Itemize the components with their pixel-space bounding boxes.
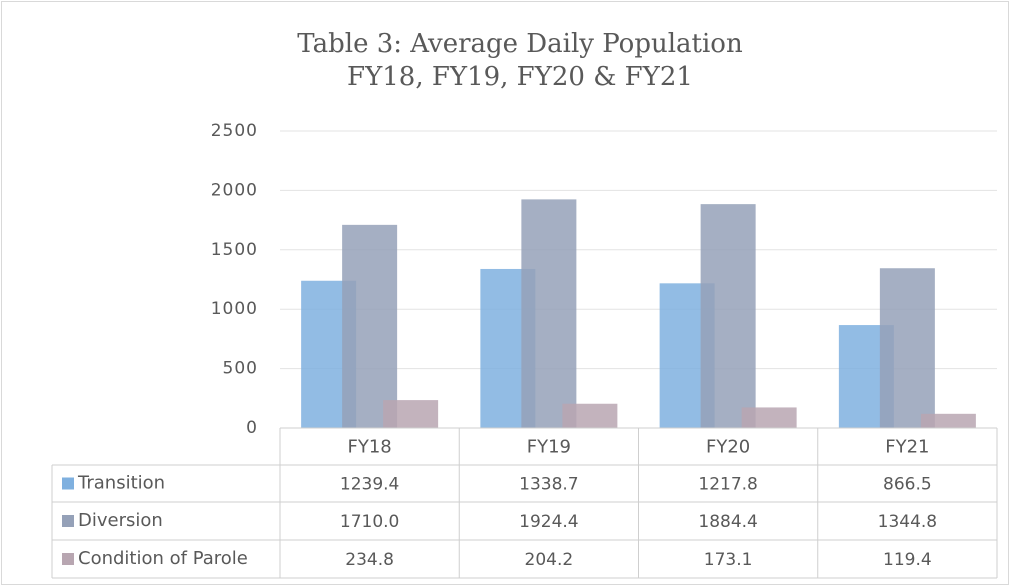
table-value: 1239.4: [340, 475, 399, 495]
bar: [562, 403, 618, 428]
x-tick-label: FY18: [347, 437, 391, 458]
y-tick-label: 500: [223, 359, 258, 379]
x-tick-label: FY21: [885, 437, 929, 458]
y-tick-label: 1000: [211, 299, 258, 319]
x-tick-label: FY19: [527, 437, 571, 458]
legend-swatch: [62, 515, 74, 527]
legend-label: Diversion: [78, 510, 163, 531]
y-tick-label: 1500: [211, 240, 258, 260]
x-tick-label: FY20: [706, 437, 750, 458]
legend-swatch: [62, 477, 74, 490]
legend-swatch: [62, 553, 74, 565]
y-tick-label: 0: [246, 418, 258, 438]
y-tick-label: 2500: [211, 121, 258, 141]
table-value: 204.2: [525, 550, 574, 570]
table-value: 1710.0: [340, 512, 399, 532]
table-value: 173.1: [704, 550, 753, 570]
table-value: 1338.7: [519, 475, 578, 495]
legend-label: Condition of Parole: [78, 548, 248, 569]
bar: [879, 268, 935, 428]
table-value: 1344.8: [878, 512, 937, 532]
y-tick-label: 2000: [211, 180, 258, 200]
bar: [342, 224, 398, 428]
table-value: 1217.8: [698, 475, 757, 495]
table-value: 234.8: [345, 550, 394, 570]
table-value: 119.4: [883, 550, 932, 570]
legend-label: Transition: [77, 473, 165, 494]
chart-title: Table 3: Average Daily Population: [297, 29, 743, 59]
table-value: 866.5: [883, 475, 932, 495]
bar: [741, 407, 797, 428]
bar: [700, 204, 756, 428]
table-value: 1884.4: [698, 512, 757, 532]
table-value: 1924.4: [519, 512, 578, 532]
bar: [920, 413, 976, 428]
bar: [521, 199, 577, 428]
bar: [383, 400, 439, 428]
chart-subtitle: FY18, FY19, FY20 & FY21: [347, 62, 693, 92]
